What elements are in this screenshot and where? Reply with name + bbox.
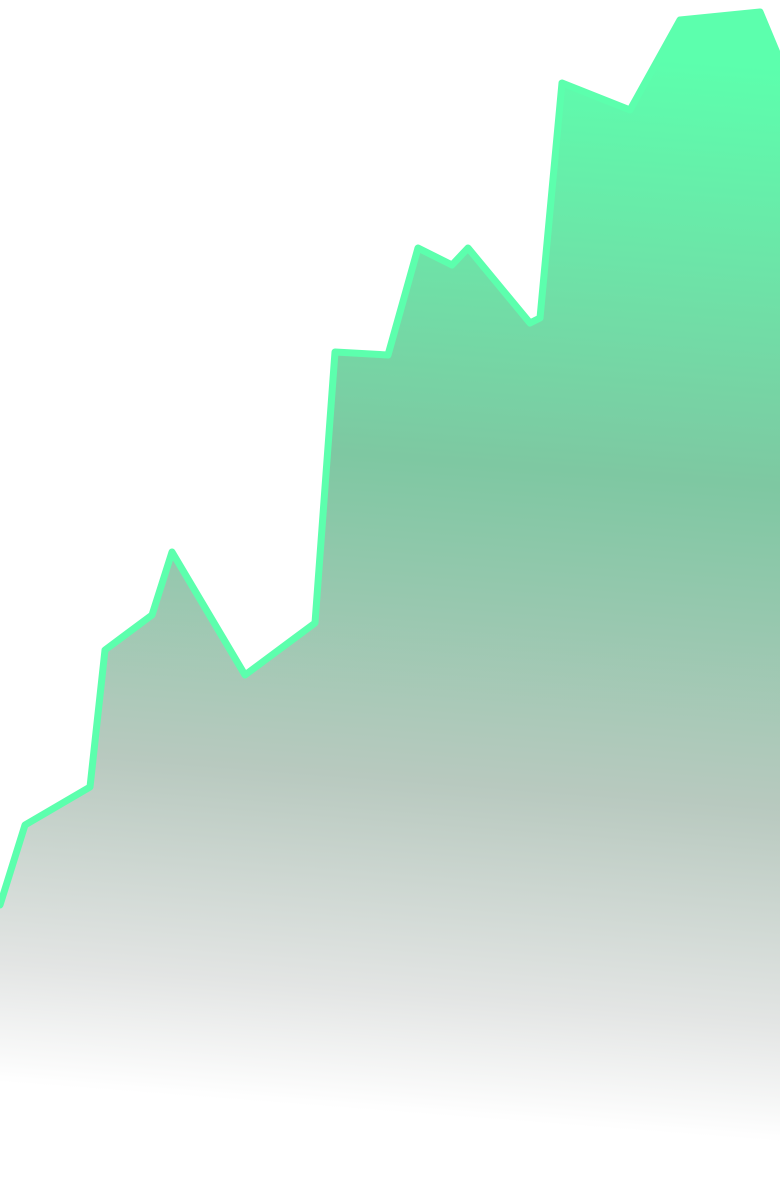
area-fill — [0, 12, 780, 1202]
area-line — [0, 8, 780, 909]
